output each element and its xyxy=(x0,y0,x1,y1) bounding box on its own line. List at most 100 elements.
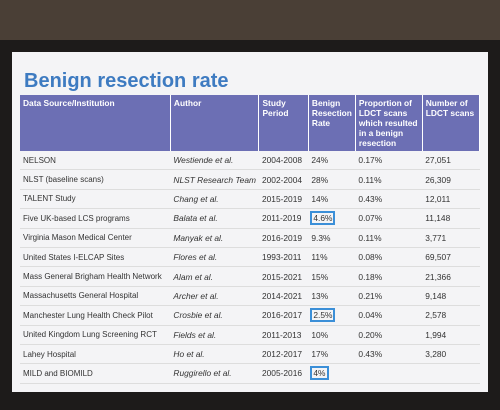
table-cell: 26,309 xyxy=(422,169,480,190)
table-row: Massachusetts General Hospital Archer et … xyxy=(20,286,480,307)
highlighted-value: 4% xyxy=(310,366,329,381)
table-cell: 0.43% xyxy=(355,344,423,365)
table-cell: 17% xyxy=(308,344,356,365)
table-row: MILD and BIOMILD Ruggirello et al. 2005-20… xyxy=(20,363,480,384)
column-header: Author xyxy=(170,95,260,151)
table-cell: Massachusetts General Hospital xyxy=(20,286,171,307)
table-cell: Ho et al. xyxy=(170,344,259,365)
table-cell: 13% xyxy=(308,286,356,307)
table-cell: 3,771 xyxy=(422,228,480,248)
table-cell: Fields et al. xyxy=(170,325,259,345)
table-cell: 10% xyxy=(308,325,356,345)
table-cell: 9,148 xyxy=(422,286,480,307)
table-cell: 1,994 xyxy=(422,325,480,345)
table-cell: 0.43% xyxy=(355,189,423,210)
table-cell: 1993-2011 xyxy=(258,247,309,268)
table-body: NELSON Westiende et al. 2004-2008 24% 0.17% 2… xyxy=(20,151,480,384)
table-cell: 4% xyxy=(308,363,356,384)
table-cell: Ruggirello et al. xyxy=(170,363,259,384)
table-cell: 2016-2019 xyxy=(258,228,309,248)
table-cell: 14% xyxy=(308,189,356,210)
table-cell: 2011-2013 xyxy=(258,325,309,345)
table-cell: Archer et al. xyxy=(170,286,259,307)
table-cell: 12,011 xyxy=(422,189,480,210)
table-cell: Alam et al. xyxy=(170,266,259,287)
table-row: Virginia Mason Medical Center Manyak et a… xyxy=(20,228,480,248)
table-cell: 0.04% xyxy=(355,305,423,326)
table-cell: 0.11% xyxy=(355,169,423,190)
table-cell: 3,280 xyxy=(422,344,480,365)
table-row: Five UK-based LCS programs Balata et al. 2… xyxy=(20,208,480,229)
room-background xyxy=(0,0,500,40)
table-cell: 0.11% xyxy=(355,228,423,248)
table-cell: 2011-2019 xyxy=(258,208,309,229)
table-cell: 2005-2016 xyxy=(258,363,309,384)
table-row: United States I-ELCAP Sites Flores et al.… xyxy=(20,247,480,268)
table-cell: 15% xyxy=(308,266,356,287)
table-cell: 28% xyxy=(308,169,356,190)
table-cell: Chang et al. xyxy=(170,189,259,210)
table-cell: Lahey Hospital xyxy=(20,344,171,365)
highlighted-value: 2.5% xyxy=(310,308,336,323)
table-cell: MILD and BIOMILD xyxy=(20,363,171,384)
table-cell: 21,366 xyxy=(422,266,480,287)
header-row: Data Source/Institution Author Study Perio… xyxy=(20,95,481,151)
table-cell: TALENT Study xyxy=(20,189,171,210)
table-cell: 2015-2021 xyxy=(258,266,309,287)
table-cell: NELSON xyxy=(20,151,171,171)
table-cell: 11% xyxy=(308,247,356,268)
table-cell xyxy=(422,363,480,384)
table-cell: Mass General Brigham Health Network xyxy=(20,266,171,287)
table-cell: Manchester Lung Health Check Pilot xyxy=(20,305,171,326)
table-cell: 0.21% xyxy=(355,286,423,307)
table-row: Lahey Hospital Ho et al. 2012-2017 17% 0.43%… xyxy=(20,344,480,365)
column-header: Proportion of LDCT scans which resulted … xyxy=(355,95,423,151)
table-cell: 2.5% xyxy=(308,305,356,326)
table-cell: Westiende et al. xyxy=(170,151,259,171)
table-cell: 2002-2004 xyxy=(258,169,309,190)
table-cell: Flores et al. xyxy=(170,247,259,268)
table-cell: 2015-2019 xyxy=(258,189,309,210)
table-cell: NLST (baseline scans) xyxy=(20,169,171,190)
table-cell: 11,148 xyxy=(422,208,480,229)
table-cell: 27,051 xyxy=(422,151,480,171)
column-header: Study Period xyxy=(258,95,309,151)
table-cell: Virginia Mason Medical Center xyxy=(20,228,171,248)
table-row: Manchester Lung Health Check Pilot Crosbi… xyxy=(20,305,480,326)
column-header: Number of LDCT scans xyxy=(422,95,481,151)
column-header: Benign Resection Rate xyxy=(308,95,356,151)
table-cell: NLST Research Team xyxy=(170,169,259,190)
column-header: Data Source/Institution xyxy=(20,95,171,151)
table-row: NLST (baseline scans) NLST Research Team 2… xyxy=(20,169,480,190)
table-cell: 0.07% xyxy=(355,208,423,229)
table-cell: 2014-2021 xyxy=(258,286,309,307)
table-cell: 2012-2017 xyxy=(258,344,309,365)
table-cell: 4.6% xyxy=(308,208,356,229)
table-cell: 2016-2017 xyxy=(258,305,309,326)
table-cell: Five UK-based LCS programs xyxy=(20,208,171,229)
table-cell: United Kingdom Lung Screening RCT xyxy=(20,325,171,345)
table-cell: Balata et al. xyxy=(170,208,259,229)
slide: Benign resection rate Data Source/Instit… xyxy=(12,52,488,392)
table-cell: 2,578 xyxy=(422,305,480,326)
slide-title: Benign resection rate xyxy=(24,70,229,92)
table-cell xyxy=(355,363,423,384)
table-cell: United States I-ELCAP Sites xyxy=(20,247,171,268)
table-cell: 24% xyxy=(308,151,356,171)
table-cell: 2004-2008 xyxy=(258,151,309,171)
table-row: NELSON Westiende et al. 2004-2008 24% 0.17% 2… xyxy=(20,151,480,171)
table-cell: 69,507 xyxy=(422,247,480,268)
table-cell: 0.08% xyxy=(355,247,423,268)
table-cell: 9.3% xyxy=(308,228,356,248)
table-cell: 0.17% xyxy=(355,151,423,171)
table-cell: Crosbie et al. xyxy=(170,305,259,326)
table-row: United Kingdom Lung Screening RCT Fields … xyxy=(20,325,480,345)
table-row: TALENT Study Chang et al. 2015-2019 14% 0.43… xyxy=(20,189,480,210)
table-cell: 0.20% xyxy=(355,325,423,345)
table-cell: 0.18% xyxy=(355,266,423,287)
table-cell: Manyak et al. xyxy=(170,228,259,248)
table: Data Source/Institution Author Study Perio… xyxy=(20,95,481,384)
highlighted-value: 4.6% xyxy=(310,211,336,226)
table-row: Mass General Brigham Health Network Alam … xyxy=(20,266,480,287)
